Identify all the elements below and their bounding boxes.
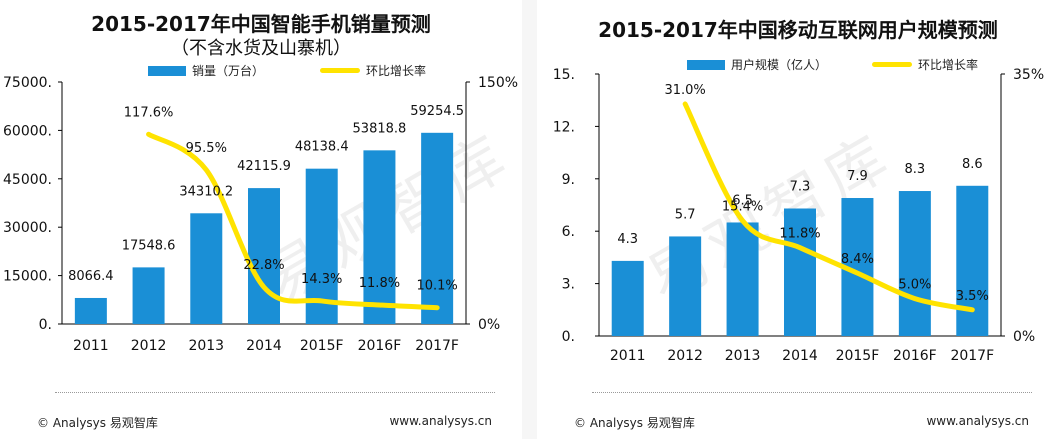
footer-url: www.analysys.cn <box>389 414 492 428</box>
legend-line-label: 环比增长率 <box>918 58 979 72</box>
footer-url: www.analysys.cn <box>926 414 1029 428</box>
bar <box>784 208 816 336</box>
x-tick-label: 2011 <box>610 348 646 364</box>
footer-rule <box>55 392 495 393</box>
y-tick-label-right: 0% <box>1013 329 1035 345</box>
bar <box>248 188 280 324</box>
bar <box>956 185 989 336</box>
line-value-label: 3.5% <box>956 289 989 304</box>
bar-value-label: 42115.9 <box>237 159 291 174</box>
footer-rule <box>592 392 1032 393</box>
bar-value-label: 8066.4 <box>68 269 114 284</box>
x-tick-label: 2014 <box>246 338 282 354</box>
bar-value-label: 34310.2 <box>179 184 233 199</box>
growth-rate-line <box>146 131 440 311</box>
bar-value-label: 59254.5 <box>410 104 464 119</box>
bar-value-label: 7.9 <box>847 169 868 184</box>
chart-subtitle: （不含水货及山寨机） <box>171 38 351 59</box>
chart-panel-smartphone-sales: 2015-2017年中国智能手机销量预测 （不含水货及山寨机） 销量（万台） 环… <box>0 0 524 439</box>
chart-svg-mobile-internet-users: 15. 12. 9. 6. 3. 0. 35% 0% 2011 2012 2013 2014 2015F… <box>553 67 1044 364</box>
legend-bar-swatch <box>687 59 725 70</box>
line-value-label: 8.4% <box>841 252 874 267</box>
x-tick-label: 2012 <box>131 338 167 354</box>
line-value-label: 15.4% <box>722 200 763 215</box>
bar <box>611 260 644 336</box>
line-value-label: 22.8% <box>243 258 284 273</box>
y-tick-label-left: 75000. <box>3 75 52 91</box>
y-tick-label-left: 45000. <box>3 172 52 188</box>
legend-line-label: 环比增长率 <box>366 64 427 78</box>
x-tick-label: 2014 <box>782 348 818 364</box>
line-value-label: 10.1% <box>416 279 457 294</box>
line-value-label: 95.5% <box>186 141 227 156</box>
footer-copyright: © Analysys 易观智库 <box>574 416 695 430</box>
line-value-label: 11.8% <box>359 276 400 291</box>
x-tick-label: 2016F <box>358 338 402 354</box>
legend-line-swatch <box>320 68 360 73</box>
legend-bar-label: 用户规模（亿人） <box>731 58 828 72</box>
legend-bar: 用户规模（亿人） <box>687 56 827 73</box>
legend-line: 环比增长率 <box>872 56 978 73</box>
x-tick-label: 2017F <box>415 338 459 354</box>
chart-title: 2015-2017年中国智能手机销量预测 <box>91 12 431 36</box>
bar-value-label: 48138.4 <box>295 140 349 155</box>
y-tick-label-right: 150% <box>478 75 518 91</box>
panel-divider <box>522 0 537 439</box>
chart-panel-mobile-internet-users: 2015-2017年中国移动互联网用户规模预测 用户规模（亿人） 环比增长率 易… <box>537 0 1059 439</box>
x-tick-label: 2013 <box>188 338 224 354</box>
bar-value-label: 8.3 <box>905 162 926 177</box>
legend-bar-swatch <box>148 65 186 76</box>
y-tick-label-left: 15. <box>553 67 575 83</box>
bar <box>132 267 165 324</box>
bar <box>363 150 396 324</box>
bar <box>669 236 702 336</box>
legend-bar-label: 销量（万台） <box>192 64 265 78</box>
line-value-label: 5.0% <box>898 278 931 293</box>
bar <box>726 222 759 336</box>
line-value-label: 117.6% <box>124 105 174 120</box>
x-tick-label: 2017F <box>950 348 994 364</box>
bar-value-label: 7.3 <box>790 179 811 194</box>
y-tick-label-left: 15000. <box>3 269 52 285</box>
line-value-label: 31.0% <box>664 83 705 98</box>
growth-rate-line <box>682 101 975 313</box>
bar <box>190 213 223 324</box>
bar-value-label: 53818.8 <box>353 121 407 136</box>
x-tick-label: 2015F <box>836 348 880 364</box>
bar-value-label: 4.3 <box>617 232 638 247</box>
bar <box>421 132 454 324</box>
y-tick-label-left: 12. <box>553 119 575 135</box>
x-tick-label: 2016F <box>893 348 937 364</box>
y-tick-label-left: 0. <box>562 329 575 345</box>
y-tick-label-left: 6. <box>562 224 575 240</box>
y-tick-label-left: 0. <box>39 317 52 333</box>
footer-copyright: © Analysys 易观智库 <box>37 416 158 430</box>
y-tick-label-left: 60000. <box>3 123 52 139</box>
bar-value-label: 6.5 <box>732 193 753 208</box>
y-tick-label-right: 35% <box>1013 67 1044 83</box>
legend-line: 环比增长率 <box>320 62 426 79</box>
y-tick-label-right: 0% <box>478 317 500 333</box>
bar <box>74 297 107 324</box>
chart-title: 2015-2017年中国移动互联网用户规模预测 <box>598 18 998 42</box>
bar-value-label: 8.6 <box>962 157 983 172</box>
line-value-label: 11.8% <box>779 227 820 242</box>
y-tick-label-left: 3. <box>562 277 575 293</box>
bar-value-label: 5.7 <box>675 207 696 222</box>
line-value-label: 14.3% <box>301 272 342 287</box>
chart-svg-smartphone-sales: 75000. 60000. 45000. 30000. 15000. 0. 150% 0% 20… <box>3 75 518 354</box>
y-tick-label-left: 30000. <box>3 220 52 236</box>
bar <box>898 191 931 336</box>
x-tick-label: 2012 <box>667 348 703 364</box>
x-tick-label: 2011 <box>73 338 109 354</box>
legend-bar: 销量（万台） <box>148 62 264 79</box>
x-tick-label: 2013 <box>725 348 761 364</box>
x-tick-label: 2015F <box>300 338 344 354</box>
y-tick-label-left: 9. <box>562 172 575 188</box>
legend-line-swatch <box>872 62 912 67</box>
bar-value-label: 17548.6 <box>122 238 176 253</box>
